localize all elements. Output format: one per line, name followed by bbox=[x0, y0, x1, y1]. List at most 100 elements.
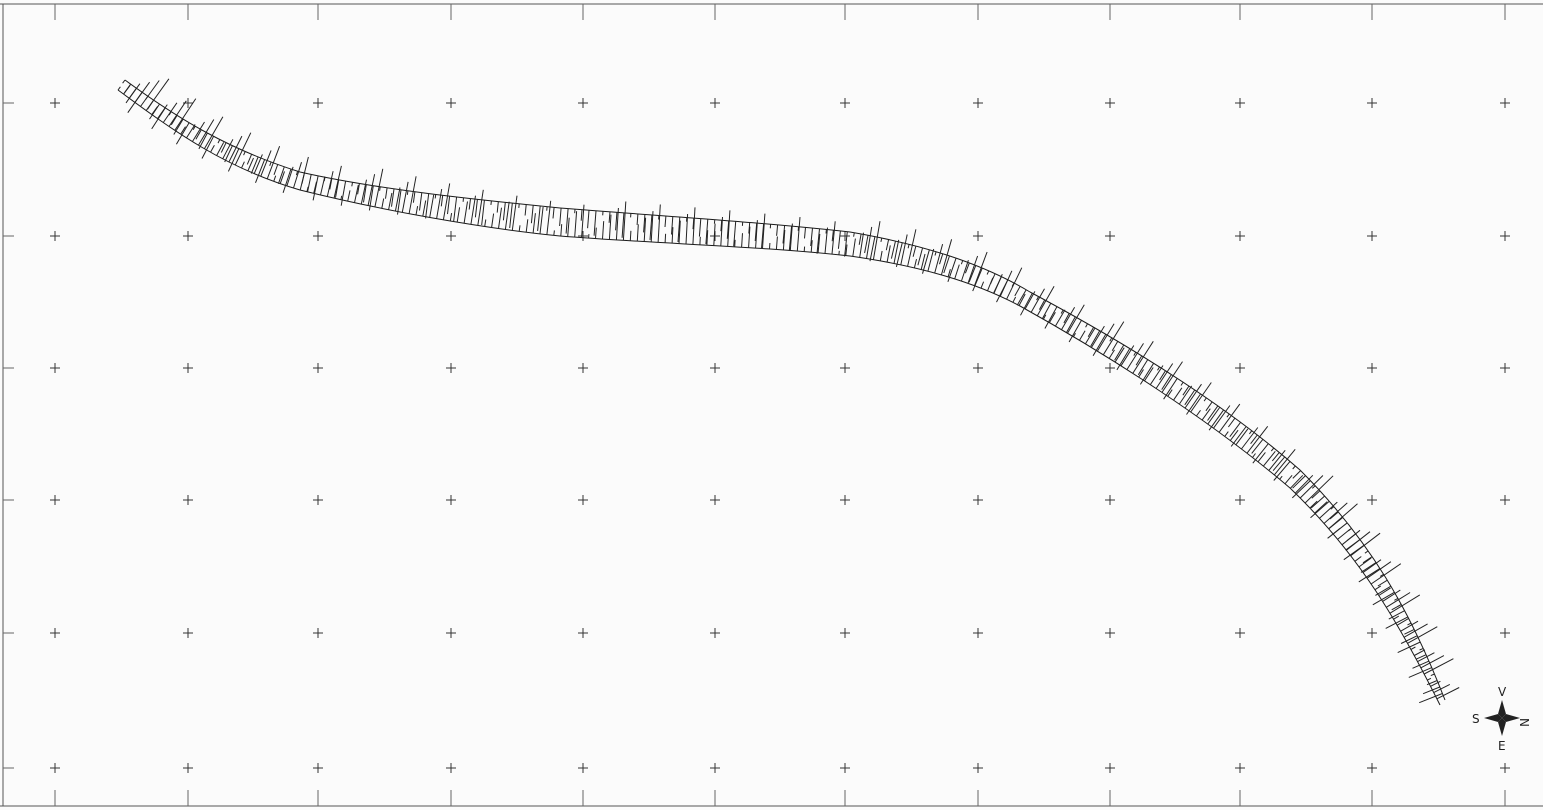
parcel-boundary bbox=[1299, 475, 1324, 499]
parcel-boundary bbox=[1249, 430, 1253, 435]
parcel-boundary bbox=[425, 193, 430, 219]
parcel-boundary bbox=[1311, 485, 1316, 489]
parcel-boundary bbox=[306, 186, 309, 192]
parcel-boundary bbox=[615, 212, 618, 231]
grid-cross bbox=[50, 763, 60, 773]
parcel-boundary bbox=[351, 182, 353, 187]
parcel-boundary bbox=[1186, 393, 1202, 415]
parcel-boundary bbox=[175, 122, 190, 145]
parcel-boundary bbox=[1120, 345, 1135, 367]
grid-cross bbox=[183, 495, 193, 505]
parcel-boundary bbox=[1332, 527, 1341, 535]
parcel-boundary bbox=[733, 221, 737, 247]
parcel-boundary bbox=[1257, 452, 1266, 463]
parcel-boundary bbox=[539, 206, 544, 234]
parcel-boundary bbox=[470, 195, 476, 225]
parcel-boundary bbox=[1420, 655, 1445, 669]
parcel-boundary bbox=[525, 219, 529, 233]
grid-cross bbox=[1235, 495, 1245, 505]
parcel-boundary bbox=[1341, 529, 1361, 546]
parcel-boundary bbox=[449, 213, 453, 222]
parcel-boundary bbox=[1068, 319, 1082, 343]
grid-cross bbox=[313, 231, 323, 241]
parcel-boundary bbox=[649, 214, 653, 240]
parcel-boundary bbox=[440, 195, 444, 207]
parcel-boundary bbox=[900, 234, 908, 266]
parcel-boundary bbox=[246, 154, 253, 165]
parcel-boundary bbox=[502, 202, 506, 221]
parcel-boundary bbox=[1426, 680, 1438, 686]
parcel-boundary bbox=[496, 201, 499, 213]
parcel-boundary bbox=[852, 238, 856, 257]
parcel-boundary bbox=[241, 161, 245, 169]
parcel-boundary bbox=[1090, 330, 1101, 347]
parcel-boundary bbox=[1084, 328, 1096, 345]
parcel-boundary bbox=[1268, 449, 1286, 471]
parcel-boundary bbox=[1403, 623, 1428, 638]
parcel-boundary bbox=[1036, 285, 1055, 316]
grid-cross bbox=[50, 363, 60, 373]
grid-cross bbox=[1367, 495, 1377, 505]
grid-cross bbox=[1235, 763, 1245, 773]
parcel-boundary bbox=[890, 240, 896, 259]
parcel-boundary bbox=[1235, 428, 1249, 446]
parcel-boundary bbox=[895, 242, 903, 268]
parcel-boundary bbox=[269, 161, 272, 166]
parcel-boundary bbox=[1116, 348, 1131, 371]
parcel-boundary bbox=[216, 142, 225, 156]
parcel-boundary bbox=[1375, 585, 1392, 596]
parcel-boundary bbox=[1386, 592, 1411, 608]
parcel-boundary bbox=[1273, 448, 1296, 476]
parcel-boundary bbox=[1436, 687, 1460, 700]
parcel-boundary bbox=[1109, 337, 1113, 342]
parcel-boundary bbox=[1102, 321, 1125, 356]
grid-cross bbox=[973, 495, 983, 505]
parcel-boundary bbox=[273, 175, 277, 182]
parcel-boundary bbox=[705, 219, 709, 245]
parcel-boundary bbox=[174, 98, 197, 131]
parcel-boundary bbox=[748, 222, 751, 234]
parcel-boundary bbox=[762, 213, 766, 249]
parcel-boundary bbox=[532, 213, 536, 234]
parcel-boundary bbox=[1208, 409, 1225, 431]
parcel-boundary bbox=[720, 220, 723, 232]
parcel-boundary bbox=[1108, 349, 1115, 359]
grid-cross bbox=[1235, 98, 1245, 108]
parcel-boundary bbox=[1310, 500, 1330, 519]
grid-cross bbox=[313, 628, 323, 638]
parcel-boundary bbox=[844, 231, 848, 257]
parcel-boundary bbox=[967, 255, 979, 284]
parcel-boundary bbox=[810, 240, 813, 253]
parcel-boundary bbox=[1246, 425, 1269, 454]
parcel-boundary bbox=[224, 145, 233, 163]
grid-cross bbox=[1235, 628, 1245, 638]
parcel-boundary bbox=[203, 116, 224, 150]
grid-cross bbox=[50, 98, 60, 108]
parcel-boundary bbox=[1067, 304, 1085, 334]
parcel-boundary bbox=[227, 148, 240, 172]
grid-cross bbox=[973, 363, 983, 373]
grid-cross bbox=[840, 495, 850, 505]
parcel-boundary bbox=[943, 255, 950, 274]
map-frame bbox=[0, 3, 1543, 807]
parcel-boundary bbox=[1038, 299, 1046, 310]
parcel-boundary bbox=[1314, 501, 1328, 514]
compass-south-label: S bbox=[1472, 712, 1480, 726]
parcel-boundary bbox=[845, 244, 848, 256]
parcel-boundary bbox=[615, 207, 619, 241]
grid-cross bbox=[1500, 495, 1510, 505]
parcel-boundary bbox=[320, 176, 326, 196]
parcel-boundary bbox=[692, 207, 696, 245]
parcel-boundary bbox=[947, 269, 951, 278]
parcel-boundary bbox=[1271, 452, 1280, 462]
parcel-boundary bbox=[1048, 311, 1056, 323]
grid-cross bbox=[840, 628, 850, 638]
parcel-boundary bbox=[1018, 293, 1026, 306]
parcel-boundary bbox=[643, 217, 647, 242]
grid-cross bbox=[973, 98, 983, 108]
grid-cross bbox=[50, 495, 60, 505]
parcel-boundary bbox=[964, 262, 970, 274]
parcel-boundary bbox=[1366, 561, 1392, 579]
parcel-boundary bbox=[198, 132, 208, 150]
parcel-boundary bbox=[279, 171, 285, 184]
